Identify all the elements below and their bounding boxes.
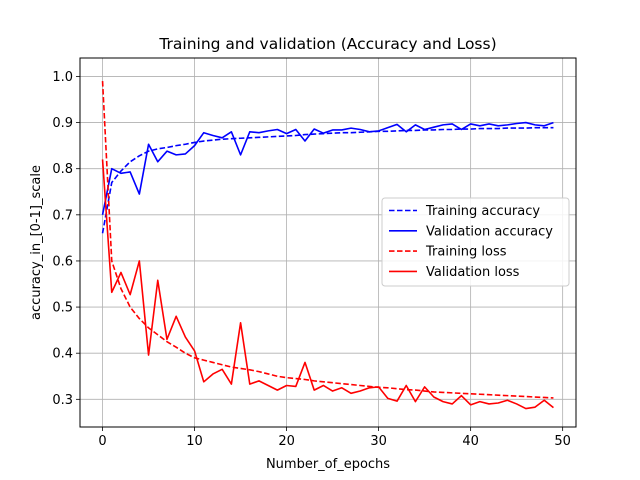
plot-area-frame (79, 57, 577, 428)
series-line-training-loss (101, 81, 554, 399)
y-tick-label: 0.7 (52, 208, 73, 223)
series-line-validation-loss (101, 159, 554, 410)
y-tick-label: 0.6 (52, 254, 73, 269)
legend-label-training-accuracy: Training accuracy (425, 204, 540, 219)
y-axis-label: accuracy_in_[0-1]_scale (29, 165, 44, 320)
x-axis-label: Number_of_epochs (266, 457, 390, 472)
legend-label-training-loss: Training loss (425, 245, 507, 260)
x-tick-label: 50 (554, 434, 571, 449)
legend: Training accuracy Validation accuracy Trai… (381, 197, 570, 287)
x-tick-label: 30 (370, 434, 387, 449)
y-tick-label: 1.0 (52, 70, 73, 85)
x-tick-label: 0 (98, 434, 106, 449)
series-layer (101, 81, 554, 410)
x-tick-label: 10 (186, 434, 203, 449)
x-tick-label: 40 (462, 434, 479, 449)
y-tick-label: 0.3 (52, 393, 73, 408)
legend-label-validation-loss: Validation loss (426, 265, 520, 280)
x-tick-label: 20 (278, 434, 295, 449)
y-tick-label: 0.4 (52, 347, 73, 362)
y-tick-label: 0.8 (52, 162, 73, 177)
tick-layer: 0 10 20 30 40 50 0.3 0.4 0.5 0.6 0.7 0.8 0.9 1.0 (52, 70, 571, 449)
y-tick-label: 0.5 (52, 301, 73, 316)
series-line-validation-accuracy (101, 121, 554, 215)
series-line-training-accuracy (101, 126, 554, 234)
y-tick-label: 0.9 (52, 116, 73, 131)
chart-title: Training and validation (Accuracy and Lo… (158, 35, 496, 53)
legend-label-validation-accuracy: Validation accuracy (426, 224, 553, 239)
legend-frame (381, 197, 570, 287)
